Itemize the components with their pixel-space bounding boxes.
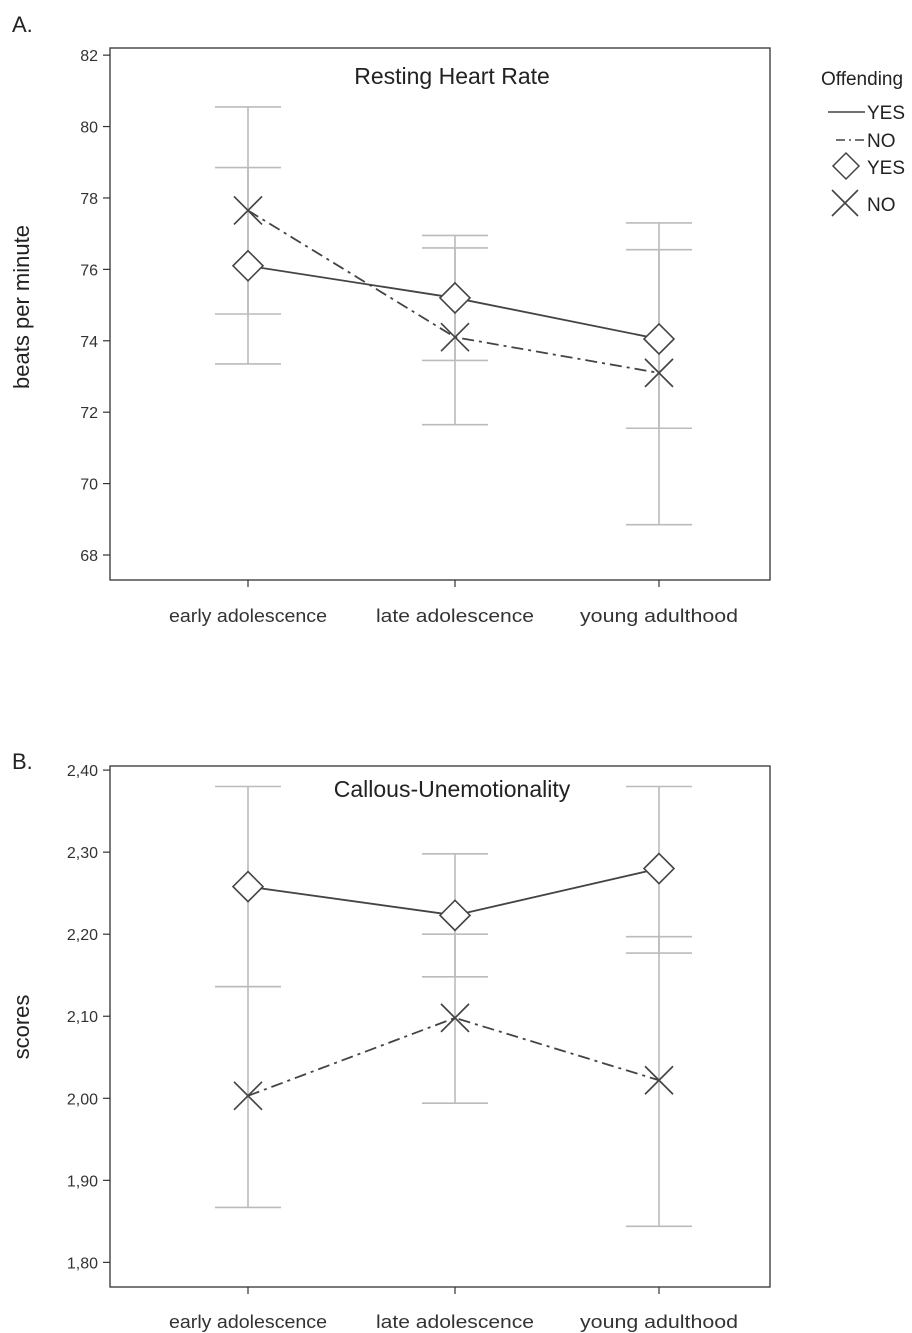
panel-a-y-axis-title: beats per minute (9, 225, 34, 389)
panel-a-plot-frame (109, 47, 771, 581)
legend-marker-yes-label: YES (867, 158, 905, 179)
panel-b: B. Callous-Unemotionality scores 1,80 1,9… (9, 749, 771, 1332)
panel-a-markers (231, 195, 676, 388)
y-tick-label: 1,90 (67, 1173, 98, 1190)
panel-b-error-bars (215, 785, 692, 1228)
y-tick-label: 82 (80, 48, 98, 65)
panel-a-error-bars (215, 106, 692, 526)
x-marker-no (440, 1003, 470, 1033)
legend: Offending YES NO YES NO (821, 69, 905, 217)
panel-b-y-ticks: 1,80 1,90 2,00 2,10 2,20 2,30 2,40 (67, 763, 110, 1272)
diamond-marker-yes (642, 852, 676, 885)
legend-line-yes-label: YES (867, 103, 905, 124)
series-line-no (247, 1016, 660, 1097)
x-tick-label: early adolescence (169, 1312, 327, 1332)
x-tick-label: young adulthood (580, 1312, 738, 1332)
y-tick-label: 2,20 (67, 927, 98, 944)
legend-x-marker-icon (831, 189, 859, 217)
x-tick-label: early adolescence (169, 606, 327, 626)
y-tick-label: 68 (80, 548, 98, 565)
x-tick-label: late adolescence (376, 1312, 534, 1332)
y-tick-label: 72 (80, 405, 98, 422)
y-tick-label: 2,00 (67, 1091, 98, 1108)
panel-a-y-ticks: 68 70 72 74 76 78 80 82 (80, 48, 110, 565)
diamond-marker-yes (438, 899, 472, 932)
x-tick-label: young adulthood (580, 606, 738, 626)
x-marker-no (233, 195, 263, 226)
panel-a-label: A. (12, 12, 33, 37)
diamond-marker-yes (231, 249, 265, 282)
panel-b-title: Callous-Unemotionality (334, 776, 571, 802)
panel-b-label: B. (12, 749, 33, 774)
y-tick-label: 2,40 (67, 763, 98, 780)
y-tick-label: 2,30 (67, 845, 98, 862)
panel-b-y-axis-title: scores (9, 995, 34, 1060)
panel-a: A. Resting Heart Rate beats per minute 6… (9, 12, 771, 626)
diamond-marker-yes (231, 870, 265, 903)
x-marker-no (440, 322, 470, 352)
y-tick-label: 80 (80, 120, 98, 137)
legend-diamond-marker-icon (831, 151, 861, 181)
legend-marker-no-label: NO (867, 195, 896, 216)
panel-b-x-ticks: early adolescence late adolescence young a… (169, 1287, 738, 1332)
y-tick-label: 2,10 (67, 1009, 98, 1026)
x-tick-label: late adolescence (376, 606, 534, 626)
x-marker-no (233, 1081, 263, 1111)
x-marker-no (644, 358, 674, 388)
panel-a-x-ticks: early adolescence late adolescence young a… (169, 580, 738, 626)
legend-line-no-label: NO (867, 131, 896, 152)
y-tick-label: 70 (80, 477, 98, 494)
panel-a-title: Resting Heart Rate (354, 63, 550, 89)
panel-b-plot-frame (109, 765, 771, 1288)
diamond-marker-yes (642, 322, 676, 356)
panel-b-markers (231, 852, 676, 1111)
legend-title: Offending (821, 69, 903, 90)
x-marker-no (644, 1065, 674, 1095)
y-tick-label: 78 (80, 191, 98, 208)
y-tick-label: 1,80 (67, 1255, 98, 1272)
diamond-marker-yes (438, 281, 472, 315)
y-tick-label: 76 (80, 262, 98, 279)
y-tick-label: 74 (80, 334, 98, 351)
